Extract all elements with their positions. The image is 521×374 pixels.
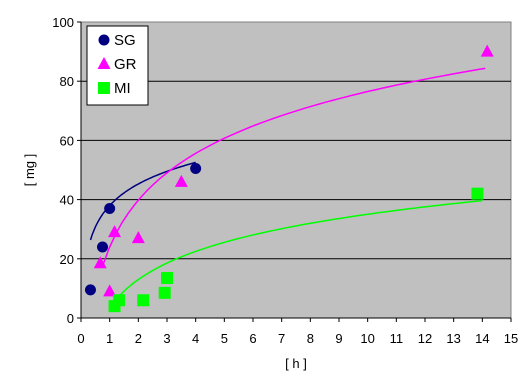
data-point-mi <box>137 294 150 307</box>
data-point-gr <box>93 256 107 269</box>
data-markers <box>84 44 494 313</box>
y-tick-label: 40 <box>60 193 74 208</box>
data-point-mi <box>158 286 171 299</box>
y-axis-label: [ mg ] <box>22 154 37 187</box>
x-tick-label: 5 <box>221 331 228 346</box>
x-tick-label: 6 <box>249 331 256 346</box>
data-point-gr <box>131 231 145 244</box>
data-point-sg <box>190 163 202 175</box>
data-point-sg <box>97 241 108 253</box>
data-point-gr <box>108 225 122 238</box>
x-tick-label: 8 <box>307 331 314 346</box>
x-tick-label: 3 <box>163 331 170 346</box>
legend-marker-sg <box>98 34 110 46</box>
data-point-gr <box>174 174 188 187</box>
x-tick-label: 12 <box>418 331 432 346</box>
x-tick-label: 7 <box>278 331 285 346</box>
x-tick-label: 14 <box>475 331 489 346</box>
y-tick-label: 80 <box>60 74 74 89</box>
data-point-gr <box>480 44 494 57</box>
x-tick-label: 15 <box>504 331 518 346</box>
legend-box <box>86 25 149 106</box>
y-tick-label: 0 <box>67 311 74 326</box>
x-tick-label: 0 <box>77 331 84 346</box>
plot-area <box>80 21 512 319</box>
y-tick-label: 100 <box>52 15 74 30</box>
legend-marker-gr <box>97 57 111 69</box>
x-axis-ticks: 0 1 2 3 4 5 6 7 8 9 10 11 12 13 14 15 <box>77 318 518 346</box>
y-tick-label: 60 <box>60 133 74 148</box>
legend-marker-mi <box>98 82 110 94</box>
y-axis-ticks: 0 20 40 60 80 100 <box>52 15 81 326</box>
y-tick-label: 20 <box>60 252 74 267</box>
x-tick-label: 9 <box>335 331 342 346</box>
grid-lines <box>81 80 511 260</box>
data-point-sg <box>104 202 116 214</box>
data-point-mi <box>161 272 173 285</box>
x-tick-label: 11 <box>390 331 404 346</box>
data-point-mi <box>471 187 484 200</box>
legend-label-mi: MI <box>114 80 131 97</box>
x-axis-label: [ h ] <box>285 356 307 371</box>
trend-line-gr <box>101 67 486 267</box>
x-tick-label: 13 <box>446 331 460 346</box>
x-tick-label: 4 <box>192 331 199 346</box>
trend-line-mi <box>113 199 483 302</box>
x-tick-label: 10 <box>360 331 374 346</box>
data-point-sg <box>84 284 96 296</box>
legend: SG GR MI <box>86 25 149 106</box>
x-tick-label: 2 <box>135 331 142 346</box>
legend-label-sg: SG <box>114 32 136 49</box>
data-point-mi <box>113 294 126 307</box>
legend-label-gr: GR <box>114 56 137 73</box>
x-tick-label: 1 <box>106 331 113 346</box>
data-point-gr <box>103 284 117 297</box>
